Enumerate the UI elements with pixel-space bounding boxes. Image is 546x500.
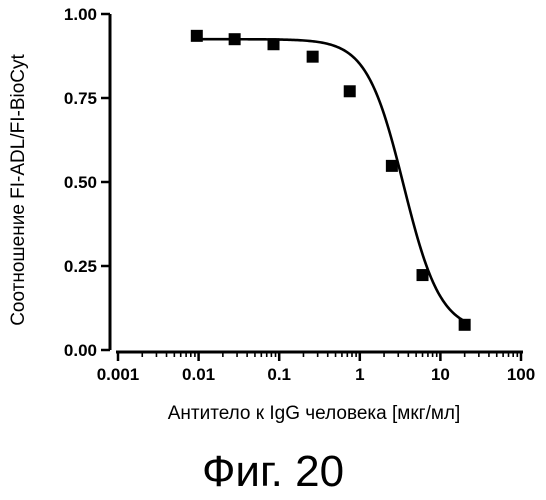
- data-point-marker: [191, 30, 203, 42]
- data-point-marker: [417, 269, 429, 281]
- y-axis-ticks: 0.00 0.25 0.50 0.75 1.00: [64, 5, 110, 360]
- chart: 0.0010.010.1110100 0.000.250.500.751.00 …: [0, 0, 546, 440]
- figure-caption: Фиг. 20: [0, 448, 546, 496]
- y-tick-label: 0.50: [64, 173, 97, 192]
- data-points-layer: [191, 30, 471, 331]
- y-axis-title: Соотношение FI-ADL/FI-BioCyt: [8, 53, 29, 325]
- x-axis-ticks: 0.001 0.01 0.1 1 10 100: [97, 352, 535, 384]
- y-tick-label: 0.25: [64, 257, 97, 276]
- x-tick-label: 0.1: [267, 365, 291, 384]
- y-tick-label: 0.00: [64, 341, 97, 360]
- data-point-marker: [307, 51, 319, 63]
- axes: [110, 14, 523, 352]
- data-point-marker: [459, 319, 471, 331]
- data-point-marker: [268, 38, 280, 50]
- x-axis-title: Антитело к IgG человека [мкг/мл]: [168, 403, 461, 424]
- x-tick-label: 0.01: [182, 365, 215, 384]
- data-point-marker: [386, 160, 398, 172]
- x-tick-label: 100: [507, 365, 535, 384]
- data-point-marker: [344, 85, 356, 97]
- data-point-marker: [229, 33, 241, 45]
- y-tick-label: 0.75: [64, 89, 97, 108]
- x-tick-label: 10: [431, 365, 450, 384]
- x-tick-label: 0.001: [97, 365, 140, 384]
- y-tick-label: 1.00: [64, 5, 97, 24]
- x-tick-label: 1: [355, 365, 364, 384]
